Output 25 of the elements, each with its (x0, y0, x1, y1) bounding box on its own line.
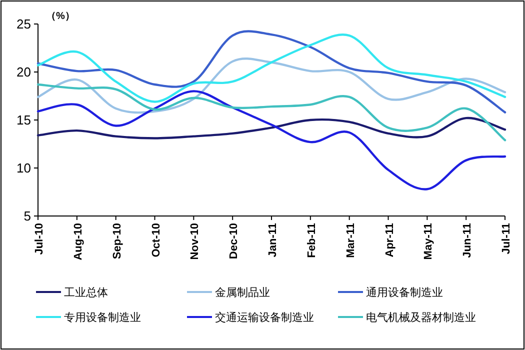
x-tick-label: May-11 (422, 223, 435, 260)
y-tick-label: 25 (16, 16, 31, 32)
legend-label: 通用设备制造业 (366, 286, 443, 299)
x-tick-label: Jul-11 (500, 223, 512, 254)
y-tick-label: 5 (24, 208, 31, 224)
x-tick-label: Jul-10 (34, 223, 46, 255)
legend-label: 工业总体 (64, 286, 108, 299)
x-tick-label: Jan-11 (267, 223, 279, 258)
x-tick-label: Dec-10 (228, 223, 240, 260)
legend-label: 金属制品业 (215, 286, 270, 299)
x-tick-label: Jun-11 (462, 223, 474, 258)
y-tick-label: 15 (16, 112, 31, 128)
legend-label: 专用设备制造业 (64, 311, 141, 324)
y-tick-label: 20 (16, 64, 31, 80)
x-tick-label: Apr-11 (384, 223, 396, 258)
y-axis-title: （%） (46, 11, 75, 22)
x-tick-label: Oct-10 (150, 223, 162, 258)
x-tick-label: Aug-10 (72, 223, 84, 260)
y-tick-label: 10 (16, 160, 31, 176)
x-tick-label: Mar-11 (344, 223, 357, 258)
x-tick-label: Sep-10 (111, 223, 124, 260)
legend-label: 电气机械及器材制造业 (366, 311, 476, 324)
x-tick-label: Nov-10 (189, 223, 202, 260)
legend-label: 交通运输设备制造业 (215, 311, 314, 324)
x-tick-label: Feb-11 (306, 223, 318, 258)
